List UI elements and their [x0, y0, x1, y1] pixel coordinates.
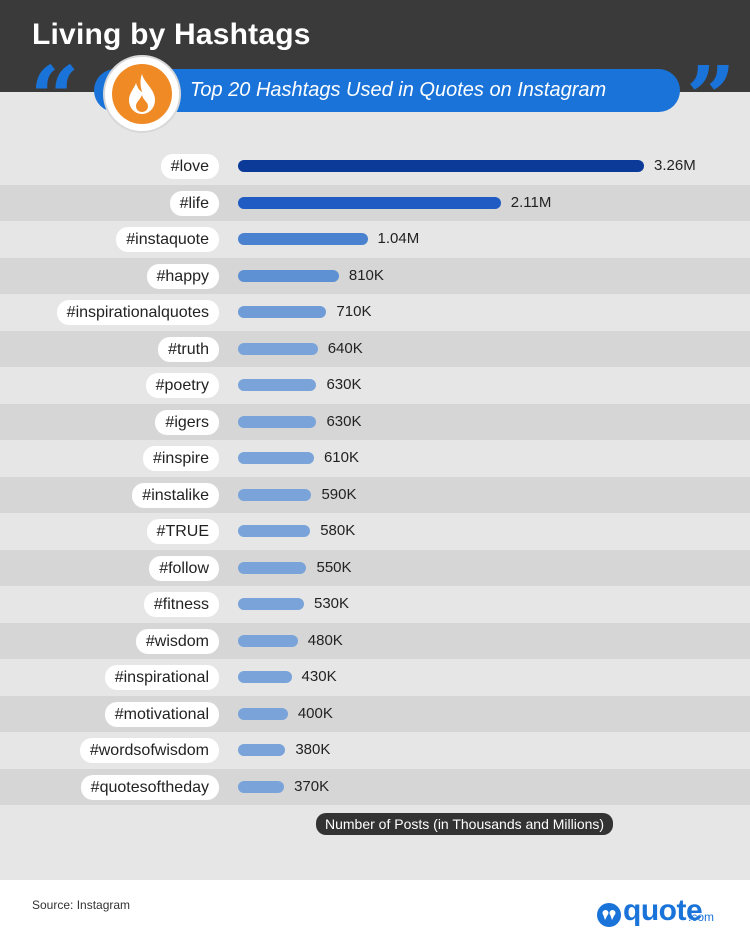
category-label: #poetry	[145, 373, 219, 398]
bar	[238, 196, 501, 209]
chart-row: #quotesoftheday 370K	[0, 768, 750, 805]
value-label: 370K	[294, 777, 330, 795]
value-label: 380K	[295, 741, 331, 758]
bar	[238, 780, 285, 793]
logo-wordmark: quote	[623, 894, 703, 927]
category-label: #happy	[146, 263, 219, 289]
value-label: 610K	[323, 449, 360, 466]
category-label: #inspirational	[104, 665, 219, 690]
chart-subtitle: Top 20 Hashtags Used in Quotes on Instag…	[190, 79, 607, 101]
source-note: Source: Instagram	[32, 898, 131, 912]
fire-badge	[103, 55, 181, 133]
category-label: #fitness	[143, 592, 219, 617]
value-label: 480K	[307, 631, 343, 649]
bar	[238, 269, 339, 282]
chart-row: #inspirationalquotes 710K	[0, 294, 750, 331]
category-label: #TRUE	[146, 519, 219, 544]
value-label: 550K	[316, 558, 352, 576]
value-label: 640K	[327, 339, 363, 357]
chart-row: #love 3.26M	[0, 148, 750, 185]
open-quote-icon: “	[30, 48, 80, 149]
category-label: #inspire	[142, 446, 219, 471]
category-label: #wisdom	[135, 628, 219, 654]
x-axis-label: Number of Posts (in Thousands and Millio…	[316, 813, 614, 835]
chart-row: #wordsofwisdom 380K	[0, 732, 750, 769]
value-label: 430K	[301, 668, 337, 685]
chart-row: #truth 640K	[0, 330, 750, 367]
close-quote-icon: ”	[686, 48, 736, 149]
bar	[238, 160, 644, 172]
chart-row: #igers 630K	[0, 403, 750, 440]
chart-row: #follow 550K	[0, 549, 750, 586]
value-label: 710K	[336, 303, 372, 320]
header-bar: Living by Hashtags	[0, 0, 750, 70]
category-label: #life	[169, 190, 219, 216]
category-label: #motivational	[104, 701, 219, 727]
chart-row: #wisdom 480K	[0, 622, 750, 659]
category-label: #truth	[158, 336, 219, 362]
bar	[238, 561, 307, 574]
chart-row: #TRUE 580K	[0, 513, 750, 550]
value-label: 630K	[326, 376, 362, 393]
category-label: #igers	[155, 409, 219, 435]
bar	[238, 671, 292, 683]
chart-row: #inspirational 430K	[0, 659, 750, 696]
logo-tld: .com	[688, 910, 715, 924]
category-label: #quotesoftheday	[80, 774, 219, 800]
bar	[238, 306, 327, 318]
bar	[238, 707, 288, 720]
value-label: 580K	[320, 522, 356, 539]
quote-logo-icon	[597, 903, 621, 927]
chart-row: #instaquote 1.04M	[0, 221, 750, 258]
fire-icon	[112, 64, 172, 124]
bar-chart: #love 3.26M #life 2.11M #instaquote 1.04M #hap…	[0, 148, 750, 808]
category-label: #inspirationalquotes	[56, 300, 219, 325]
bar	[238, 525, 311, 537]
chart-row: #inspire 610K	[0, 440, 750, 477]
chart-row: #poetry 630K	[0, 367, 750, 404]
value-label: 3.26M	[654, 157, 696, 174]
chart-row: #fitness 530K	[0, 586, 750, 623]
value-label: 590K	[321, 485, 357, 503]
chart-row: #happy 810K	[0, 257, 750, 294]
bar	[238, 233, 368, 245]
value-label: 2.11M	[510, 193, 552, 211]
bar	[238, 415, 317, 428]
subtitle-pill	[94, 69, 680, 112]
category-label: #love	[160, 154, 219, 179]
value-label: 1.04M	[377, 230, 420, 247]
chart-row: #life 2.11M	[0, 184, 750, 221]
value-label: 630K	[326, 412, 362, 430]
bar	[238, 488, 312, 501]
bar	[238, 452, 314, 464]
footer	[0, 880, 750, 952]
value-label: 400K	[297, 704, 333, 722]
category-label: #wordsofwisdom	[79, 738, 219, 763]
bar	[238, 634, 298, 647]
category-label: #follow	[149, 555, 219, 581]
chart-row: #instalike 590K	[0, 476, 750, 513]
category-label: #instaquote	[116, 227, 219, 252]
chart-row: #motivational 400K	[0, 695, 750, 732]
page-title: Living by Hashtags	[32, 18, 311, 51]
value-label: 810K	[348, 266, 384, 284]
bar	[238, 598, 304, 610]
category-label: #instalike	[132, 482, 219, 508]
value-label: 530K	[314, 595, 350, 612]
bar	[238, 744, 286, 756]
bar	[238, 379, 317, 391]
bar	[238, 342, 318, 355]
